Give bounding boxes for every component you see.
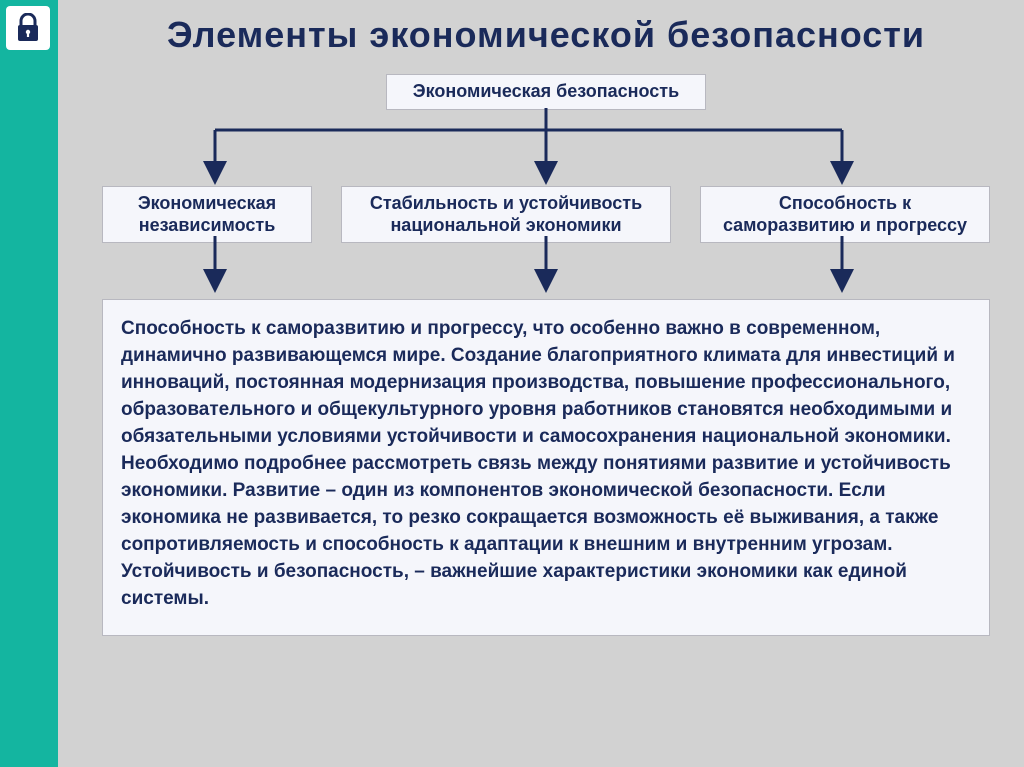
slide-content: Элементы экономической безопасности Экон (58, 0, 1024, 767)
child-node-1: Экономическая независимость (102, 186, 312, 243)
slide-title: Элементы экономической безопасности (102, 14, 990, 56)
lock-badge (6, 6, 50, 50)
accent-sidebar (0, 0, 58, 767)
lock-icon (15, 13, 41, 43)
description-box: Способность к саморазвитию и прогрессу, … (102, 299, 990, 636)
root-node: Экономическая безопасность (386, 74, 706, 110)
child-node-3: Способность к саморазвитию и прогрессу (700, 186, 990, 243)
child-node-2: Стабильность и устойчивость национальной… (341, 186, 671, 243)
